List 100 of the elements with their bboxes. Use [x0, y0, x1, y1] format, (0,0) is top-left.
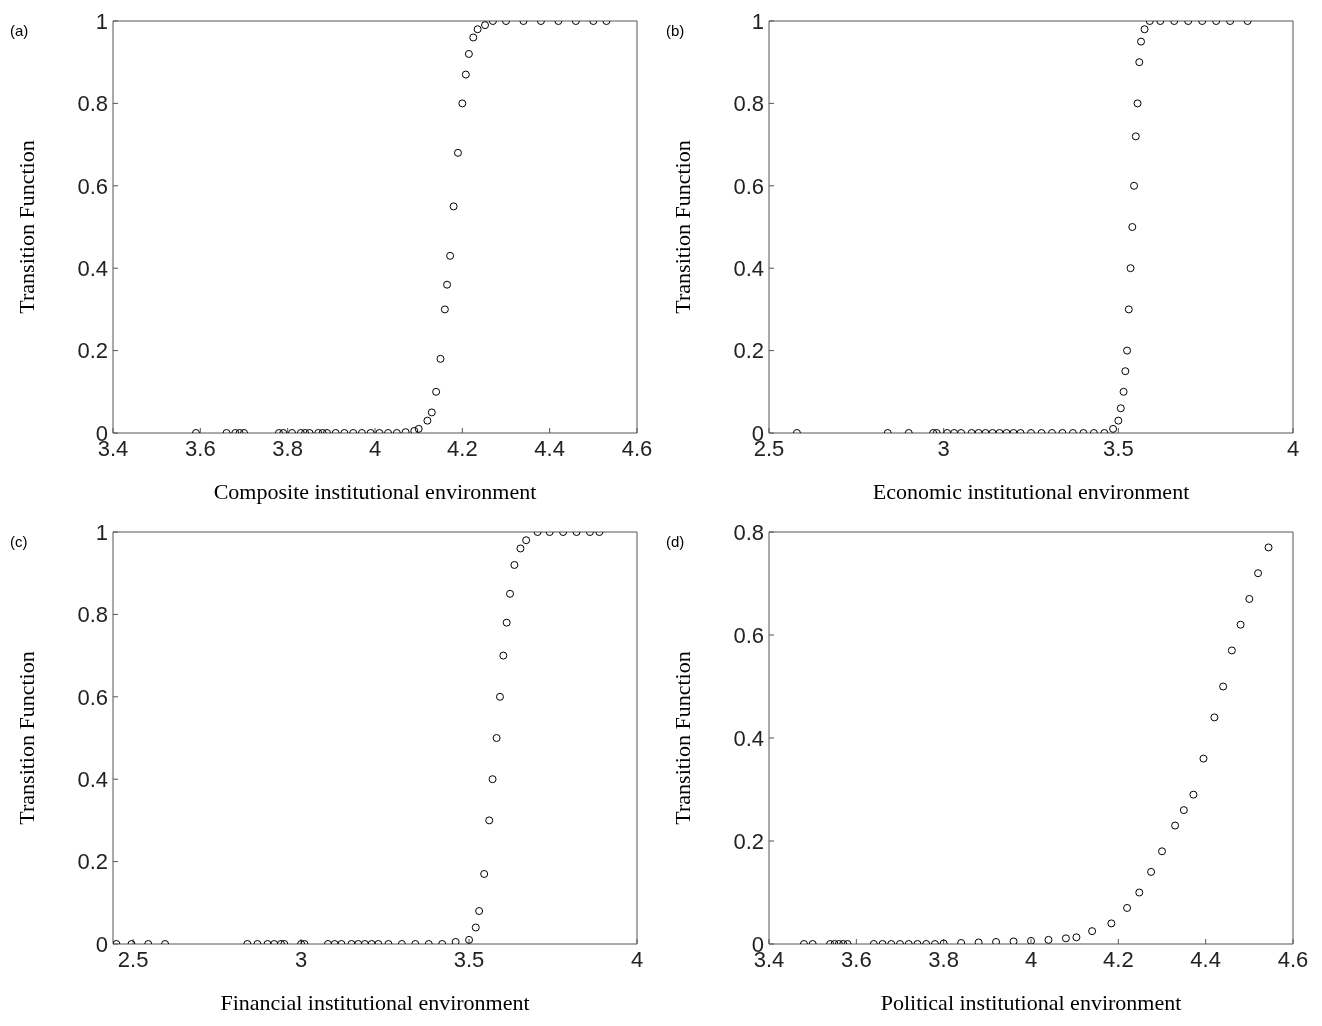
- point: [414, 424, 423, 433]
- point: [458, 99, 467, 108]
- x-tick-label: 3.6: [185, 435, 216, 461]
- x-tick-label: 4.2: [447, 435, 478, 461]
- x-axis-title: Financial institutional environment: [220, 990, 530, 1015]
- x-tick-label: 3: [937, 435, 950, 461]
- point: [499, 651, 508, 660]
- y-axis-title: Transition Function: [669, 140, 695, 314]
- point: [1124, 305, 1133, 314]
- y-axis-title: Transition Function: [669, 651, 695, 825]
- y-tick-label: 0.4: [77, 767, 108, 793]
- point: [464, 49, 473, 58]
- point: [1123, 903, 1132, 912]
- y-tick-label: 0.4: [77, 256, 108, 282]
- point: [485, 816, 494, 825]
- point: [1210, 713, 1219, 722]
- y-tick-label: 1: [751, 8, 764, 34]
- point: [451, 937, 460, 944]
- point: [1128, 223, 1137, 231]
- y-tick-label: 0.8: [77, 602, 108, 628]
- point: [1219, 682, 1228, 691]
- y-tick-label: 0.2: [733, 828, 764, 854]
- point: [1147, 867, 1156, 876]
- point: [516, 544, 525, 553]
- point: [436, 354, 445, 363]
- point: [423, 416, 432, 425]
- text: (c): [10, 533, 28, 550]
- point: [488, 775, 497, 784]
- y-tick-label: 0.6: [77, 684, 108, 710]
- x-tick-label: 4: [1024, 946, 1038, 972]
- x-tick-label: 2.5: [117, 946, 149, 972]
- y-tick-label: 0.6: [733, 173, 764, 199]
- point: [1137, 37, 1146, 46]
- point: [471, 923, 480, 932]
- point: [440, 305, 449, 314]
- text: (a): [10, 22, 29, 39]
- y-tick-label: 0.8: [733, 91, 764, 117]
- x-tick-label: 3.5: [1103, 435, 1134, 461]
- y-tick-label: 1: [95, 519, 108, 545]
- x-tick-label: 4: [368, 435, 382, 461]
- point: [1109, 424, 1118, 433]
- point: [1072, 933, 1081, 942]
- y-axis-title: Transition Function: [13, 651, 39, 825]
- x-tick-label: 4: [630, 946, 644, 972]
- x-axis-title: Political institutional environment: [880, 990, 1182, 1015]
- y-tick-label: 1: [95, 8, 108, 34]
- y-tick-label: 0: [95, 931, 108, 957]
- point: [992, 937, 1001, 944]
- y-tick-label: 0.8: [733, 519, 764, 545]
- point: [1140, 25, 1149, 34]
- y-tick-label: 0.2: [77, 338, 108, 364]
- text: (d): [666, 533, 685, 550]
- x-tick-label: 3.5: [453, 946, 485, 972]
- x-tick-label: 3.8: [272, 435, 303, 461]
- point: [446, 251, 455, 260]
- point: [1126, 264, 1135, 273]
- point: [432, 387, 441, 396]
- point: [522, 536, 531, 545]
- point: [469, 33, 478, 42]
- point: [1133, 99, 1142, 108]
- point: [465, 935, 474, 944]
- x-tick-label: 3.6: [841, 946, 872, 972]
- point: [1116, 404, 1125, 413]
- x-tick-label: 3.8: [928, 946, 959, 972]
- point: [1254, 569, 1263, 578]
- point: [1114, 416, 1123, 425]
- x-tick-label: 4: [1286, 435, 1300, 461]
- point: [1135, 58, 1144, 67]
- point: [449, 202, 458, 211]
- point: [1171, 821, 1180, 830]
- point: [495, 692, 504, 701]
- point: [1236, 620, 1245, 629]
- x-axis-title: Composite institutional environment: [213, 479, 537, 504]
- y-tick-label: 0.8: [77, 91, 108, 117]
- y-tick-label: 0.2: [733, 338, 764, 364]
- y-tick-label: 0.4: [733, 256, 764, 282]
- point: [410, 426, 419, 433]
- point: [510, 560, 519, 569]
- point: [1179, 806, 1188, 815]
- point: [481, 21, 490, 30]
- x-tick-label: 3: [294, 946, 308, 972]
- x-axis-title: Economic institutional environment: [872, 479, 1190, 504]
- x-tick-label: 4.6: [1277, 946, 1309, 972]
- point: [1264, 543, 1273, 552]
- y-tick-label: 0.6: [733, 622, 764, 648]
- text: (b): [666, 22, 685, 39]
- point: [1245, 594, 1254, 603]
- point: [1119, 387, 1128, 396]
- point: [1227, 646, 1236, 655]
- point: [1131, 132, 1140, 141]
- x-tick-label: 4.4: [1190, 946, 1221, 972]
- point: [1044, 935, 1053, 944]
- point: [1107, 919, 1116, 928]
- point: [453, 148, 462, 157]
- point: [443, 280, 452, 289]
- y-tick-label: 0.6: [77, 173, 108, 199]
- y-axis-title: Transition Function: [13, 140, 39, 314]
- point: [1121, 367, 1130, 376]
- point: [506, 589, 515, 598]
- point: [480, 869, 489, 878]
